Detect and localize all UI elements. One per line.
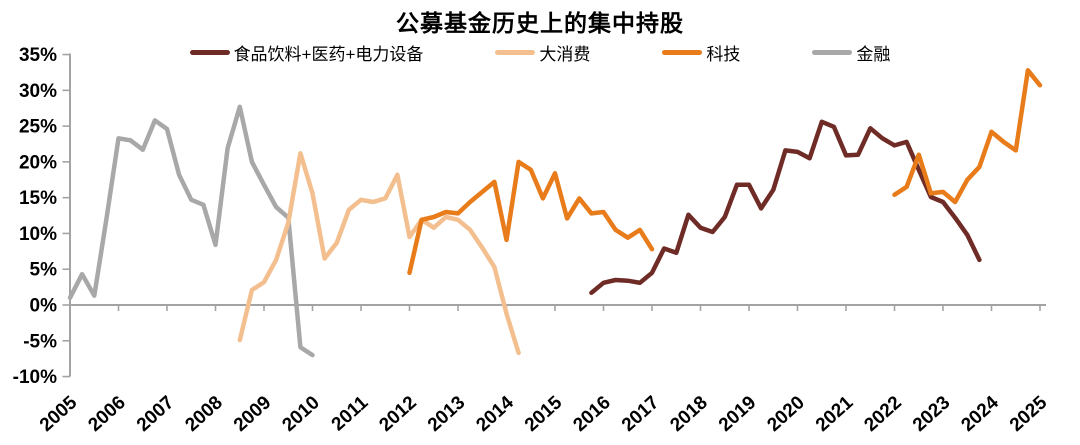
legend-label: 科技 [706, 44, 741, 64]
x-tick-label: 2025 [1006, 392, 1052, 436]
legend-swatch [662, 49, 703, 55]
y-tick-label: 5% [30, 260, 58, 281]
legend-item: 大消费 [495, 40, 590, 65]
x-tick-label: 2023 [909, 392, 954, 436]
series-line-食品饮料+医药+电力设备 [589, 119, 982, 296]
x-tick-label: 2006 [84, 392, 129, 436]
legend-item: 食品饮料+医药+电力设备 [189, 40, 424, 65]
series-line-科技 [407, 159, 655, 276]
x-tick-label: 2013 [424, 392, 469, 436]
legend: 食品饮料+医药+电力设备 大消费 科技 金融 [0, 40, 1080, 64]
x-tick-label: 2019 [715, 392, 760, 436]
series-line-科技 [892, 68, 1043, 205]
y-tick-label: 0% [30, 296, 58, 317]
legend-swatch [189, 49, 230, 55]
y-tick-label: -5% [23, 331, 57, 352]
legend-swatch [812, 49, 853, 55]
x-tick-label: 2024 [957, 392, 1003, 436]
y-tick-label: 10% [19, 224, 57, 245]
legend-label: 食品饮料+医药+电力设备 [233, 44, 424, 64]
x-tick-label: 2020 [763, 392, 808, 436]
x-tick-label: 2017 [618, 392, 663, 436]
x-tick-label: 2011 [328, 392, 373, 435]
x-tick-label: 2022 [860, 392, 905, 436]
chart-title: 公募基金历史上的集中持股 [396, 10, 684, 36]
y-tick-label: 35% [19, 45, 57, 66]
x-tick-label: 2015 [521, 392, 567, 436]
y-tick-label: 30% [19, 81, 57, 102]
x-tick-label: 2007 [133, 392, 178, 436]
series-line-金融 [67, 104, 315, 358]
x-tick-label: 2018 [666, 392, 711, 436]
y-tick-label: 20% [19, 152, 57, 173]
x-tick-label: 2016 [569, 392, 614, 436]
y-tick-label: 25% [19, 117, 57, 138]
x-tick-label: 2012 [375, 392, 420, 436]
legend-item: 科技 [662, 40, 740, 65]
x-tick-label: 2014 [472, 392, 518, 436]
x-tick-label: 2009 [230, 392, 275, 436]
legend-swatch [495, 49, 536, 55]
y-tick-label: -10% [13, 367, 57, 388]
x-tick-label: 2010 [278, 392, 323, 436]
series-line-大消费 [237, 151, 521, 356]
legend-label: 大消费 [539, 44, 591, 64]
legend-item: 金融 [812, 40, 890, 65]
x-tick-label: 2005 [36, 392, 82, 436]
x-tick-label: 2008 [181, 392, 226, 436]
x-tick-label: 2021 [812, 392, 858, 436]
legend-label: 金融 [856, 44, 891, 64]
y-tick-label: 15% [19, 188, 57, 209]
